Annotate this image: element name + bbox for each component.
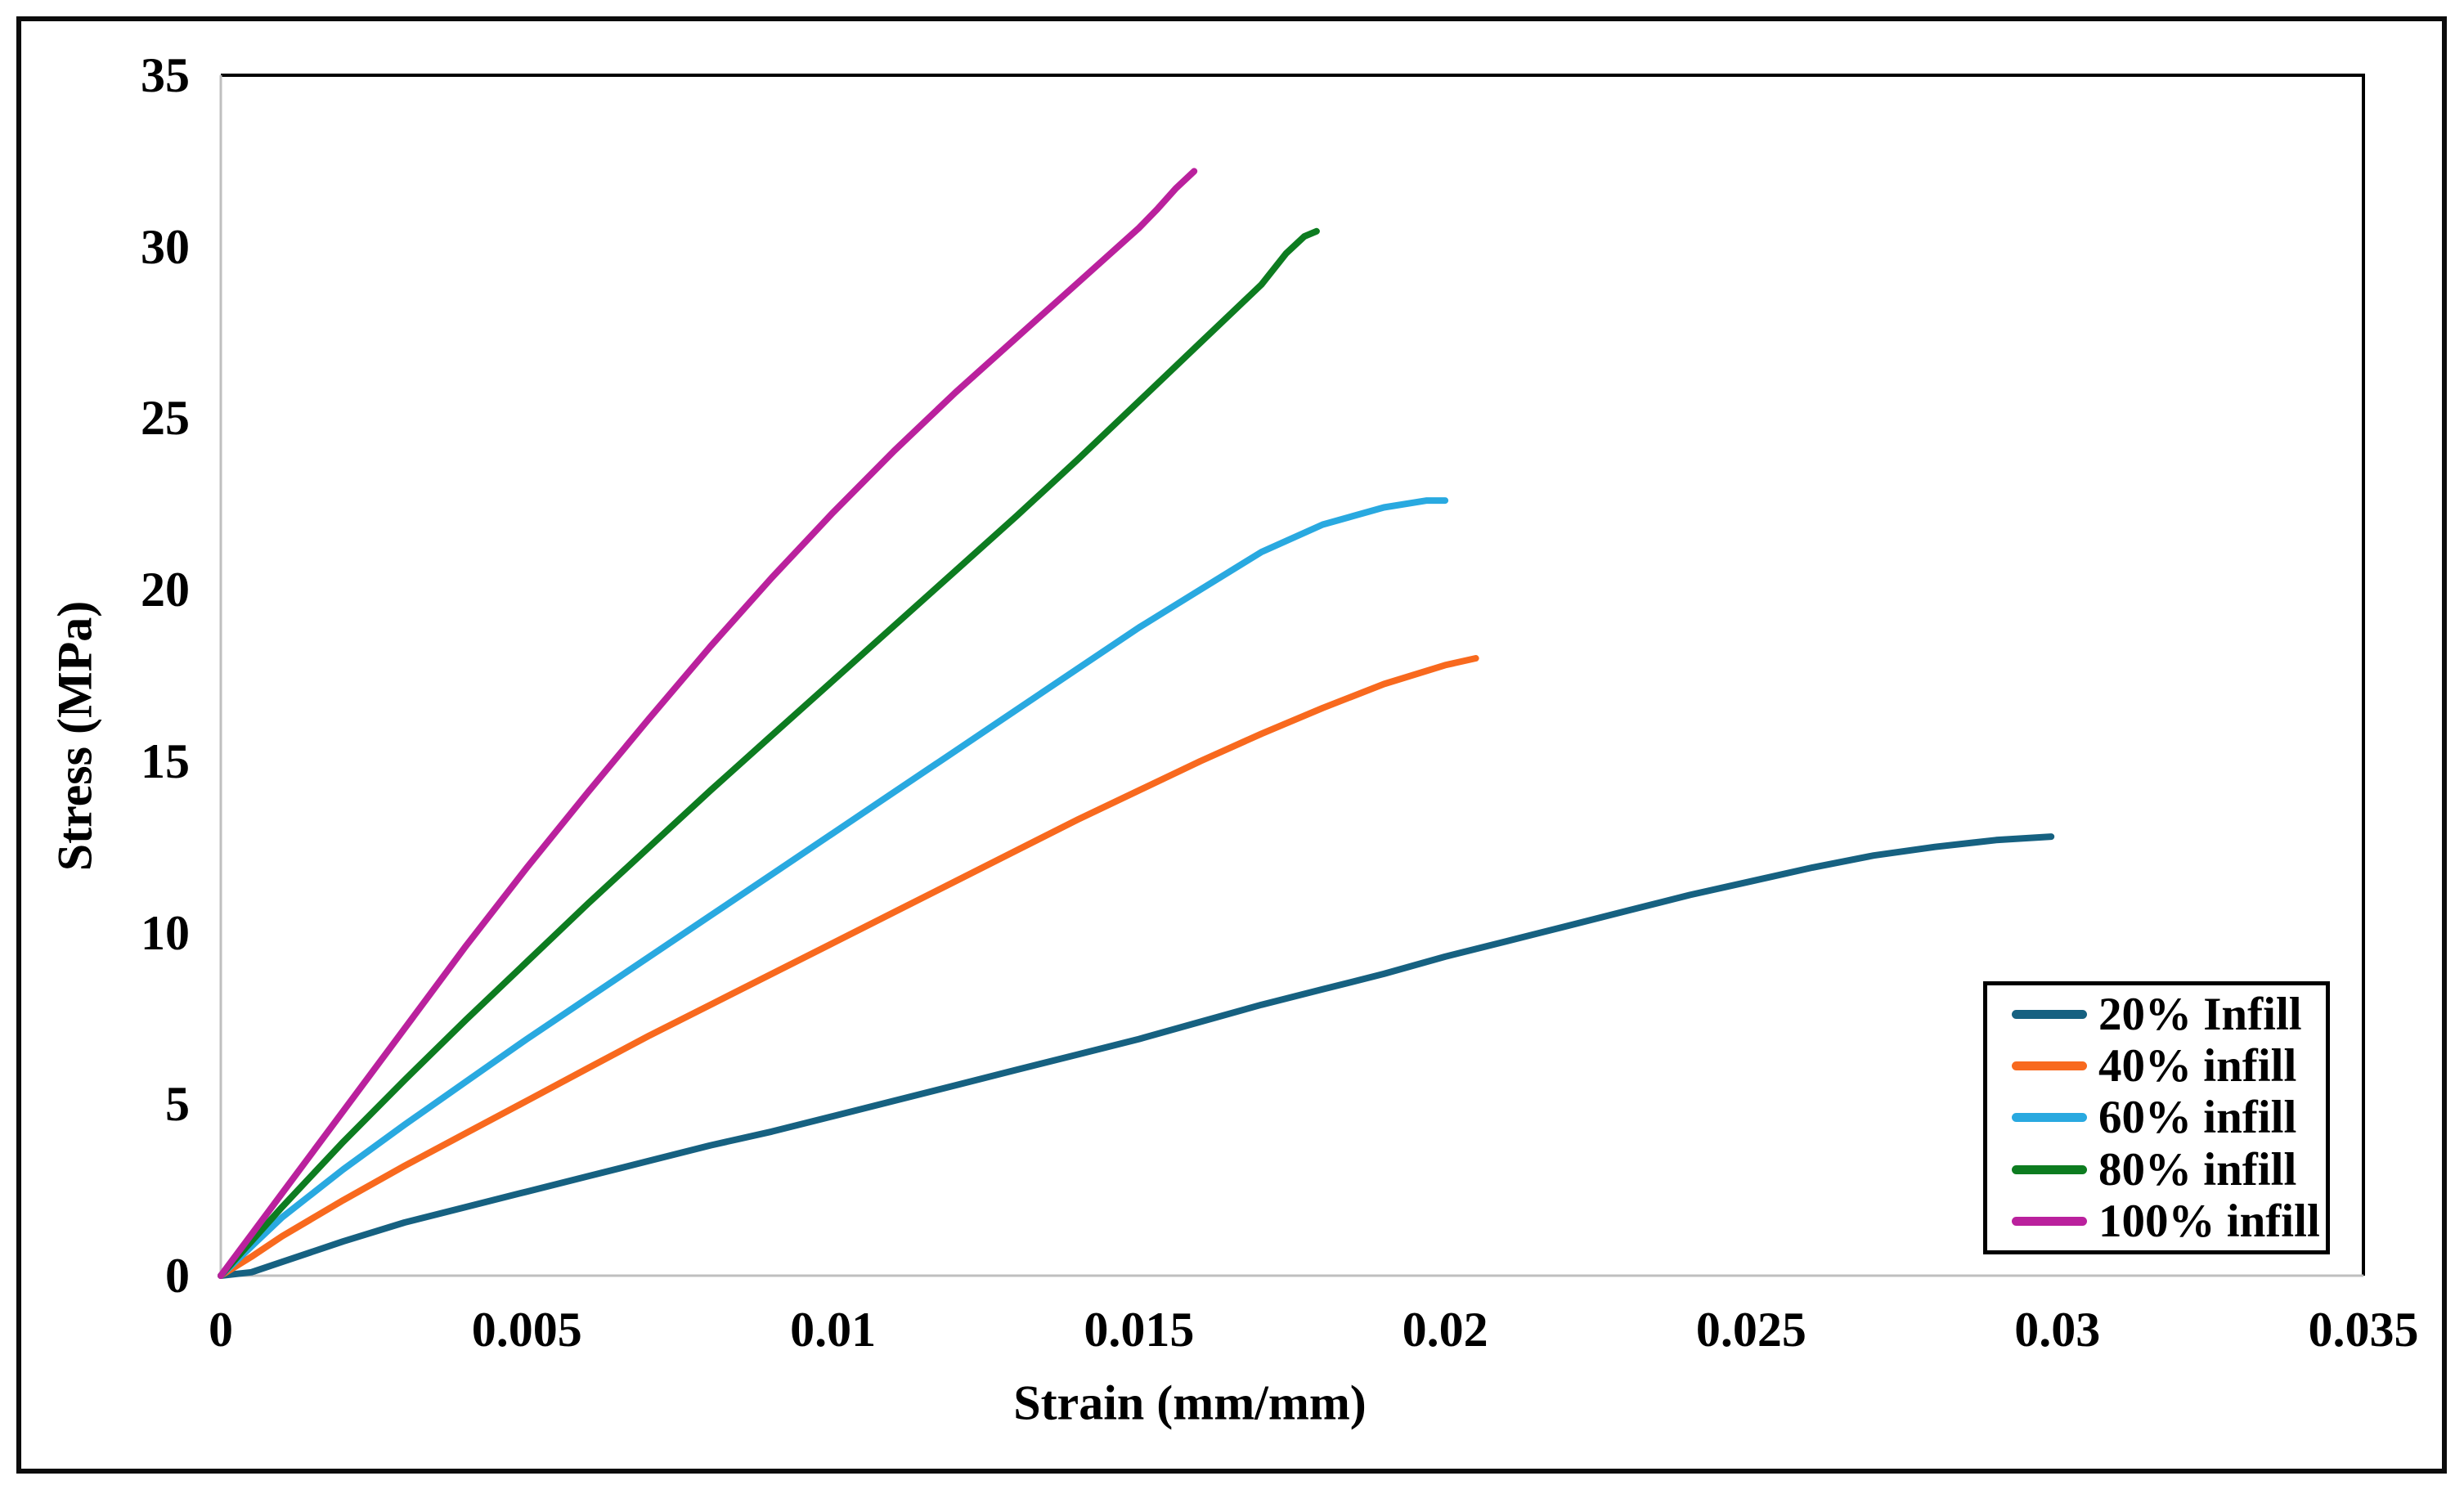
legend-label: 20% Infill xyxy=(2098,989,2302,1041)
legend-line-swatch xyxy=(2012,1113,2087,1123)
legend-item-100-infill: 100% infill xyxy=(2012,1198,2323,1245)
legend-line-swatch xyxy=(2012,1164,2087,1174)
plot-border xyxy=(221,74,2365,1276)
x-tick-label: 0.02 xyxy=(1402,1303,1488,1357)
y-tick-label: 30 xyxy=(141,219,190,274)
y-tick-label: 15 xyxy=(141,734,190,788)
legend-item-40-infill: 40% infill xyxy=(2012,1043,2323,1089)
x-axis-title: Strain (mm/mm) xyxy=(1013,1375,1367,1430)
figure-border xyxy=(16,16,2447,1474)
series-line-100-infill xyxy=(218,168,1198,1279)
legend-item-60-infill: 60% infill xyxy=(2012,1094,2323,1141)
legend-item-80-infill: 80% infill xyxy=(2012,1146,2323,1193)
legend-label: 100% infill xyxy=(2098,1195,2320,1247)
y-tick-label: 0 xyxy=(165,1249,190,1303)
y-tick-label: 35 xyxy=(141,48,190,102)
legend-label: 60% infill xyxy=(2098,1092,2297,1144)
series-line-80-infill xyxy=(218,227,1320,1279)
plot-frame xyxy=(219,74,2365,1277)
x-tick-label: 0.035 xyxy=(2308,1303,2419,1357)
x-tick-label: 0 xyxy=(209,1303,233,1357)
x-tick-label: 0.005 xyxy=(471,1303,582,1357)
legend-label: 40% infill xyxy=(2098,1040,2297,1092)
legend-line-swatch xyxy=(2012,1010,2087,1020)
legend-line-swatch xyxy=(2012,1216,2087,1226)
series-line-60-infill xyxy=(218,497,1449,1279)
y-axis-title: Stress (MPa) xyxy=(47,600,102,872)
y-tick-label: 10 xyxy=(141,905,190,960)
x-tick-label: 0.03 xyxy=(2014,1303,2101,1357)
y-tick-label: 5 xyxy=(165,1077,190,1132)
x-tick-label: 0.025 xyxy=(1695,1303,1806,1357)
series-lines xyxy=(218,168,2055,1279)
legend-line-swatch xyxy=(2012,1061,2087,1071)
series-line-20-infill xyxy=(218,833,2055,1279)
y-tick-label: 25 xyxy=(141,391,190,446)
legend: 20% Infill 40% infill 60% infill 80% infill… xyxy=(1983,981,2330,1254)
y-tick-label: 20 xyxy=(141,563,190,617)
x-tick-label: 0.015 xyxy=(1084,1303,1195,1357)
series-line-40-infill xyxy=(218,655,1479,1279)
x-tick-label: 0.01 xyxy=(790,1303,877,1357)
legend-item-20-infill: 20% Infill xyxy=(2012,991,2323,1038)
legend-label: 80% infill xyxy=(2098,1143,2297,1196)
